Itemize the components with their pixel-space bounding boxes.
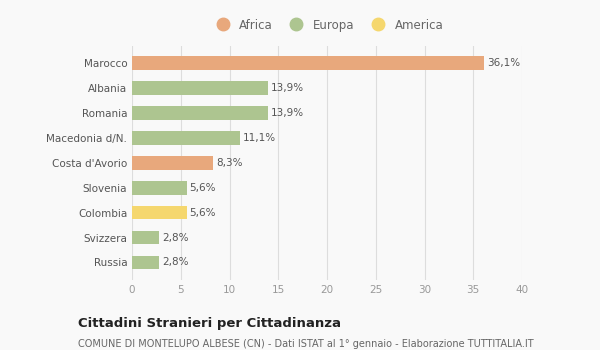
Text: 2,8%: 2,8% <box>162 232 189 243</box>
Bar <box>132 106 268 120</box>
Text: 13,9%: 13,9% <box>271 83 304 93</box>
Text: 8,3%: 8,3% <box>216 158 242 168</box>
Text: COMUNE DI MONTELUPO ALBESE (CN) - Dati ISTAT al 1° gennaio - Elaborazione TUTTIT: COMUNE DI MONTELUPO ALBESE (CN) - Dati I… <box>78 339 533 349</box>
Bar <box>132 181 187 195</box>
Bar <box>132 156 213 170</box>
Legend: Africa, Europa, America: Africa, Europa, America <box>206 14 448 36</box>
Bar <box>132 56 484 70</box>
Text: 36,1%: 36,1% <box>487 58 520 68</box>
Text: 2,8%: 2,8% <box>162 258 189 267</box>
Text: 11,1%: 11,1% <box>243 133 276 143</box>
Text: Cittadini Stranieri per Cittadinanza: Cittadini Stranieri per Cittadinanza <box>78 317 341 330</box>
Bar <box>132 206 187 219</box>
Text: 5,6%: 5,6% <box>190 208 216 218</box>
Text: 5,6%: 5,6% <box>190 183 216 193</box>
Bar <box>132 231 160 244</box>
Text: 13,9%: 13,9% <box>271 108 304 118</box>
Bar <box>132 81 268 95</box>
Bar <box>132 256 160 270</box>
Bar <box>132 131 240 145</box>
